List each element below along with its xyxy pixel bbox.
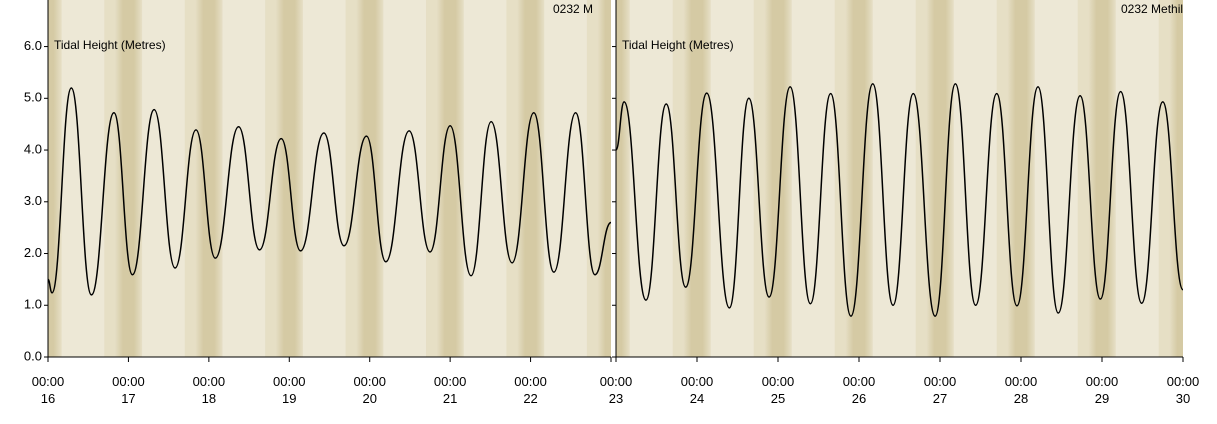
tide-line: [48, 87, 611, 296]
y-tick-label: 6.0: [24, 38, 42, 53]
station-title: 0232 Methil: [1121, 2, 1183, 16]
x-tick-label: 00:00 21: [434, 374, 467, 406]
x-tick-label: 00:00 16: [32, 374, 65, 406]
night-band: [764, 0, 792, 357]
x-tick-label: 00:00 20: [353, 374, 386, 406]
tide-line: [616, 83, 1183, 317]
x-tick-label: 00:00 28: [1005, 374, 1038, 406]
y-tick-label: 4.0: [24, 141, 42, 156]
x-tick-label: 00:00 19: [273, 374, 306, 406]
night-band: [845, 0, 873, 357]
night-band: [356, 0, 384, 357]
x-tick-label: 00:00 23: [600, 374, 633, 406]
x-tick-label: 00:00 27: [924, 374, 957, 406]
y-axis-label: Tidal Height (Metres): [54, 38, 166, 52]
y-tick-label: 3.0: [24, 193, 42, 208]
x-tick-label: 00:00 29: [1086, 374, 1119, 406]
x-tick-label: 00:00 25: [762, 374, 795, 406]
x-tick-label: 00:00 22: [514, 374, 547, 406]
x-tick-label: 00:00 17: [112, 374, 145, 406]
night-band: [1007, 0, 1035, 357]
station-title: 0232 M: [553, 2, 593, 16]
night-band: [195, 0, 223, 357]
night-band: [516, 0, 545, 357]
x-tick-label: 00:00 30: [1167, 374, 1200, 406]
y-tick-label: 5.0: [24, 90, 42, 105]
panel: 0232 Methil Tidal Height (Metres): [616, 0, 1183, 357]
panel: 0232 M Tidal Height (Metres): [48, 0, 611, 357]
y-tick-label: 2.0: [24, 245, 42, 260]
y-axis-label: Tidal Height (Metres): [622, 38, 734, 52]
x-tick-label: 00:00 26: [843, 374, 876, 406]
night-band: [597, 0, 611, 357]
night-band: [616, 0, 630, 357]
night-band: [48, 0, 62, 357]
night-band: [926, 0, 954, 357]
night-band: [114, 0, 143, 357]
x-tick-label: 00:00 18: [193, 374, 226, 406]
night-band: [1169, 0, 1183, 357]
y-tick-label: 1.0: [24, 297, 42, 312]
x-tick-label: 00:00 24: [681, 374, 714, 406]
y-tick-label: 0.0: [24, 348, 42, 363]
